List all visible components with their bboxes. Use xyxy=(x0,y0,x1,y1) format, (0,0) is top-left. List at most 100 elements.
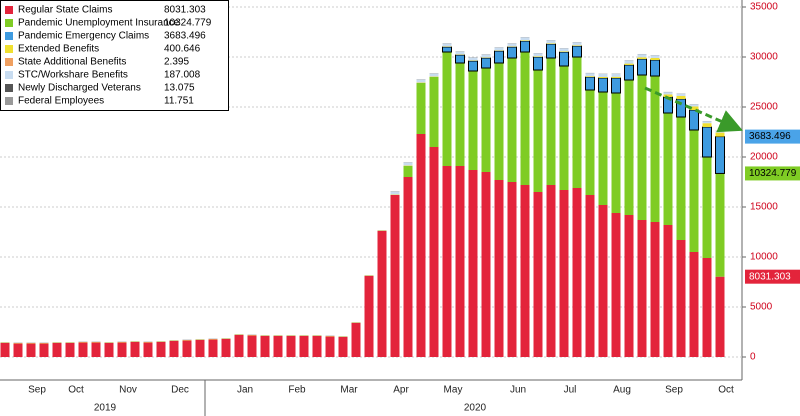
x-tick-label: Jan xyxy=(237,385,253,396)
bar-segment xyxy=(221,339,231,357)
legend-label: Federal Employees xyxy=(18,96,104,107)
bar-segment xyxy=(468,57,478,61)
bar-segment xyxy=(598,205,608,357)
bar-segment xyxy=(676,93,686,96)
bar-segment xyxy=(494,180,504,357)
bar-segment xyxy=(663,113,673,225)
bar-segment xyxy=(403,177,413,357)
y-tick-label: 25000 xyxy=(750,102,778,113)
bar-segment xyxy=(169,341,179,357)
bar-segment xyxy=(663,92,673,95)
bar-segment xyxy=(416,79,426,83)
bar-segment xyxy=(520,40,530,41)
bar-segment xyxy=(247,335,257,357)
bar-segment xyxy=(494,63,504,180)
bar-segment xyxy=(624,80,634,215)
plot: 0 5000 10000 15000 20000 25000 30000 35000 Sep Oc… xyxy=(0,0,778,416)
x-tick-label: Jun xyxy=(510,385,526,396)
bar-segment xyxy=(611,93,621,213)
x-tick-label: Apr xyxy=(393,385,409,396)
bar-segment xyxy=(637,57,647,59)
bar-segment xyxy=(585,76,595,77)
bar-segment xyxy=(455,51,465,55)
bar-segment xyxy=(650,55,660,58)
bar-segment xyxy=(585,195,595,357)
bar-segment xyxy=(156,342,166,357)
bar-segment xyxy=(533,56,543,71)
bar-segment xyxy=(299,336,309,357)
bar-segment xyxy=(0,343,10,357)
legend-swatch xyxy=(5,32,13,40)
x-tick-label: Mar xyxy=(340,385,358,396)
bar-segment xyxy=(663,94,673,97)
bar-segment xyxy=(117,342,127,357)
bar-segment xyxy=(559,51,569,52)
value-label-bg xyxy=(745,129,800,144)
bar-segment xyxy=(676,240,686,357)
bar-segment xyxy=(429,77,439,147)
bar-segment xyxy=(468,170,478,357)
bar-segment xyxy=(208,339,218,357)
bar-segment xyxy=(416,134,426,357)
bar-segment xyxy=(559,66,569,190)
bar-segment xyxy=(338,337,348,357)
bar-segment xyxy=(13,343,23,357)
bar-segment xyxy=(572,45,582,58)
value-label: 10324.779 xyxy=(749,168,797,179)
bar-segment xyxy=(468,71,478,170)
y-tick-label: 30000 xyxy=(750,52,778,63)
bar-segment xyxy=(715,132,725,137)
legend-swatch xyxy=(5,19,13,27)
bar-segment xyxy=(624,215,634,357)
legend-swatch xyxy=(5,6,13,14)
bar-segment xyxy=(637,75,647,220)
bar-segment xyxy=(468,60,478,72)
trend-arrow xyxy=(644,86,743,133)
bar-segment xyxy=(195,340,205,357)
legend-label: Pandemic Unemployment Insurance xyxy=(18,18,180,29)
legend-value: 8031.303 xyxy=(164,5,206,16)
bar-segment xyxy=(520,52,530,185)
y-tick-label: 15000 xyxy=(750,202,778,213)
bar-segment xyxy=(572,188,582,357)
bar-segment xyxy=(390,195,400,357)
bar-segment xyxy=(572,57,582,188)
bar-segment xyxy=(429,73,439,77)
bar-segment xyxy=(559,51,569,67)
bar-segment xyxy=(572,45,582,46)
legend-swatch xyxy=(5,58,13,66)
bar-segment xyxy=(715,130,725,133)
bar-segment xyxy=(455,54,465,64)
value-label-bg xyxy=(745,166,800,181)
bar-segment xyxy=(650,222,660,357)
bar-segment xyxy=(715,276,725,357)
legend-value: 187.008 xyxy=(164,70,201,81)
bar-segment xyxy=(637,58,647,76)
bar-segment xyxy=(663,225,673,357)
bar-segment xyxy=(455,63,465,166)
bar-segment xyxy=(533,53,543,57)
x-tick-label: Nov xyxy=(119,385,137,396)
bar-segment xyxy=(91,342,101,357)
bar-segment xyxy=(520,40,530,53)
bar-segment xyxy=(52,343,62,357)
bar-segment xyxy=(442,43,452,47)
bar-segment xyxy=(286,336,296,357)
bar-segment xyxy=(676,96,686,99)
bar-segment xyxy=(546,40,556,44)
bar-segment xyxy=(624,64,634,81)
bar-segment xyxy=(598,77,608,93)
legend-label: Extended Benefits xyxy=(18,44,99,55)
bar-segment xyxy=(624,60,634,64)
bar-segment xyxy=(507,182,517,357)
bar-segment xyxy=(26,343,36,357)
bar-segment xyxy=(442,46,452,53)
legend-value: 400.646 xyxy=(164,44,201,55)
bar-segment xyxy=(364,276,374,357)
bar-segment xyxy=(507,58,517,182)
legend-swatch xyxy=(5,71,13,79)
bar-segment xyxy=(559,48,569,52)
bar-segment xyxy=(507,46,517,59)
bar-segment xyxy=(637,54,647,58)
